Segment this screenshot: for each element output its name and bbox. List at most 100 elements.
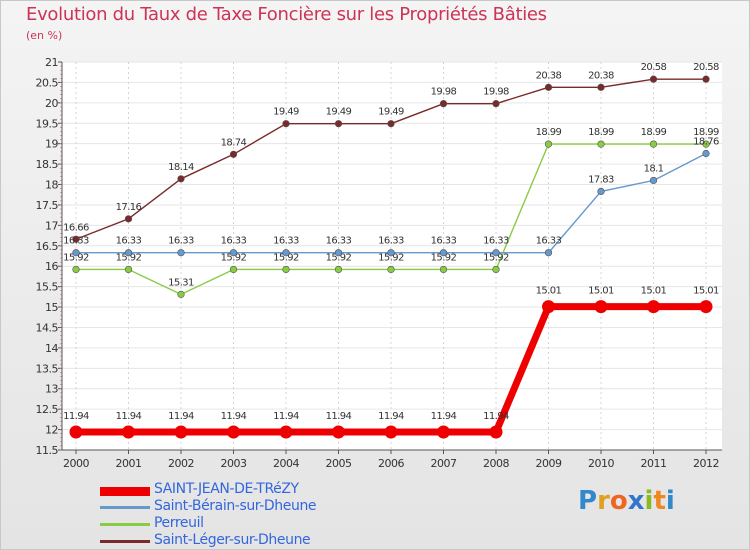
x-tick-label: 2007	[431, 457, 457, 470]
y-tick-label: 14	[45, 342, 58, 355]
data-label: 19.49	[378, 107, 404, 118]
data-label: 16.66	[63, 222, 89, 233]
logo-letter: x	[627, 486, 645, 516]
y-tick-label: 20	[45, 97, 58, 110]
data-label: 15.01	[588, 286, 614, 297]
data-point	[387, 120, 395, 128]
data-label: 16.33	[483, 236, 509, 247]
data-label: 16.33	[378, 236, 404, 247]
data-label: 19.98	[431, 87, 457, 98]
data-label: 15.92	[378, 252, 404, 263]
y-tick-label: 15	[45, 301, 58, 314]
y-tick-label: 16.5	[36, 240, 59, 253]
y-tick-label: 20.5	[36, 76, 59, 89]
proxiti-logo: Proxiti	[578, 486, 675, 516]
data-label: 16.33	[116, 236, 142, 247]
data-label: 18.99	[693, 127, 719, 138]
data-point	[544, 83, 553, 91]
data-label: 15.92	[273, 252, 299, 263]
data-label: 11.94	[483, 411, 509, 422]
data-label: 18.1	[644, 163, 664, 174]
data-label: 11.94	[63, 411, 89, 422]
data-point	[544, 249, 553, 257]
logo-letter: r	[597, 486, 610, 516]
legend-swatch	[100, 523, 150, 526]
data-point	[439, 249, 448, 257]
data-point	[279, 425, 293, 439]
data-point	[384, 425, 398, 439]
data-label: 19.49	[326, 107, 352, 118]
legend-label: Perreuil	[154, 515, 204, 531]
data-label: 20.38	[588, 70, 614, 81]
data-point	[332, 425, 345, 439]
data-label: 19.49	[273, 107, 299, 118]
x-tick-label: 2011	[641, 457, 667, 470]
data-label: 15.92	[326, 252, 352, 263]
legend-label: SAINT-JEAN-DE-TRéZY	[154, 481, 299, 497]
data-point	[702, 149, 710, 158]
data-point	[702, 140, 710, 148]
y-tick-label: 17	[45, 219, 58, 232]
data-point	[699, 300, 713, 314]
data-label: 15.92	[116, 252, 142, 263]
data-point	[124, 265, 133, 274]
data-point	[387, 249, 395, 257]
data-label: 15.31	[168, 277, 194, 288]
y-tick-label: 18.5	[36, 158, 59, 171]
data-label: 16.33	[536, 236, 562, 247]
data-point	[649, 176, 658, 185]
data-label: 15.01	[641, 286, 667, 297]
data-point	[647, 300, 660, 314]
data-label: 18.76	[693, 136, 719, 147]
legend-swatch	[100, 540, 150, 543]
x-tick-label: 2009	[536, 457, 562, 470]
y-tick-label: 19.5	[36, 117, 59, 130]
data-point	[282, 120, 290, 128]
data-label: 20.58	[693, 62, 719, 73]
data-point	[542, 300, 555, 314]
data-point	[387, 265, 395, 274]
x-tick-label: 2006	[378, 457, 404, 470]
data-label: 19.98	[483, 87, 509, 98]
x-tick-label: 2008	[483, 457, 509, 470]
y-tick-label: 12.5	[36, 403, 59, 416]
data-label: 15.01	[693, 286, 719, 297]
logo-letter: i	[644, 486, 654, 516]
data-label: 20.58	[641, 62, 667, 73]
data-label: 18.74	[221, 137, 247, 148]
y-tick-label: 13	[45, 383, 58, 396]
y-tick-label: 21	[45, 56, 58, 69]
x-tick-label: 2004	[273, 457, 299, 470]
data-point	[177, 175, 185, 183]
data-label: 18.99	[641, 127, 667, 138]
data-point	[72, 235, 80, 243]
data-point	[72, 265, 80, 274]
logo-letter: t	[653, 486, 666, 516]
y-tick-label: 13.5	[36, 362, 59, 375]
data-point	[702, 75, 710, 83]
data-point	[334, 265, 343, 274]
data-point	[124, 249, 133, 257]
data-point	[72, 249, 80, 257]
logo-letter: o	[609, 486, 628, 516]
data-point	[597, 187, 605, 196]
data-point	[334, 120, 343, 128]
data-label: 16.33	[326, 236, 352, 247]
data-point	[492, 249, 500, 257]
data-label: 11.94	[168, 411, 194, 422]
y-tick-label: 17.5	[36, 199, 59, 212]
x-tick-label: 2000	[63, 457, 89, 470]
data-point	[177, 249, 185, 257]
data-label: 11.94	[116, 411, 142, 422]
legend-label: Saint-Bérain-sur-Dheune	[154, 498, 317, 514]
data-point	[227, 425, 240, 439]
chart-subtitle: (en %)	[26, 29, 63, 42]
x-tick-label: 2005	[326, 457, 352, 470]
data-label: 11.94	[273, 411, 299, 422]
data-point	[177, 290, 185, 298]
x-tick-label: 2001	[116, 457, 142, 470]
data-point	[122, 425, 135, 439]
data-point	[229, 249, 238, 257]
data-label: 11.94	[378, 411, 404, 422]
data-label: 16.33	[273, 236, 299, 247]
